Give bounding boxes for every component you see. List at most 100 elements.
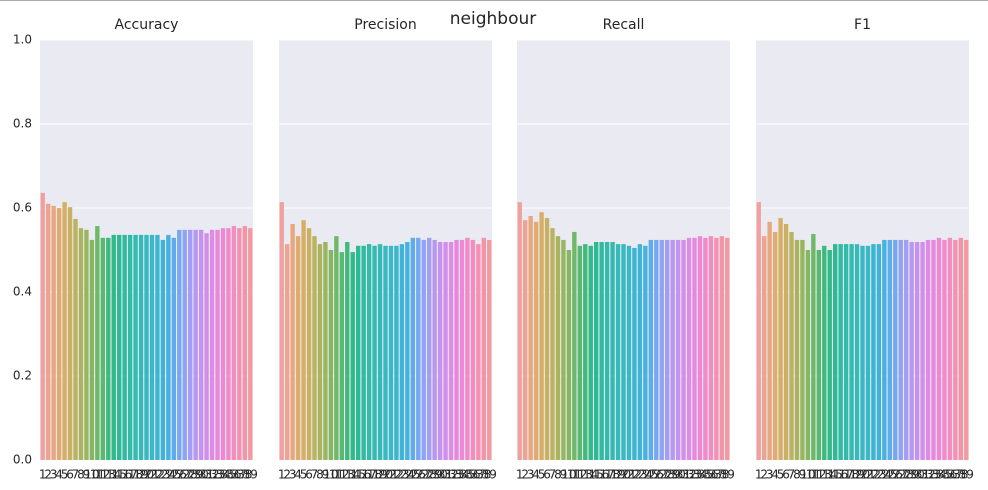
x-tick-label: 13: [578, 468, 593, 482]
x-tick-label: 8: [793, 468, 801, 482]
bar: [533, 221, 539, 460]
bar: [958, 237, 963, 460]
bar: [577, 245, 582, 460]
x-tick-label: 19: [849, 468, 864, 482]
bar: [100, 237, 105, 460]
y-tick-label: 0.6: [13, 201, 32, 215]
bar: [40, 192, 45, 460]
bar: [285, 244, 290, 460]
bar: [697, 236, 703, 460]
bar: [756, 202, 761, 460]
x-tick-label: 33: [449, 468, 464, 482]
bar: [822, 245, 827, 460]
bar: [465, 237, 470, 460]
y-tick-label: 1.0: [13, 33, 32, 47]
x-tick-label: 16: [356, 468, 371, 482]
x-tick-label: 17: [838, 468, 853, 482]
bar: [366, 244, 372, 460]
x-tick-label: 9: [322, 468, 330, 482]
x-tick-label: 37: [471, 468, 486, 482]
bar: [209, 229, 215, 460]
x-tick-label: 29: [427, 468, 442, 482]
x-tick-label: 23: [155, 468, 170, 482]
x-tick-label: 7: [549, 468, 557, 482]
bar: [476, 244, 481, 460]
bar: [654, 239, 659, 460]
bar: [78, 228, 84, 460]
x-tick-label: 10: [561, 468, 576, 482]
bar: [794, 239, 800, 460]
x-tick-label: 35: [698, 468, 713, 482]
bar: [383, 245, 388, 460]
x-tick-label: 24: [877, 468, 892, 482]
x-tick-label: 23: [632, 468, 647, 482]
x-tick-label: 37: [709, 468, 724, 482]
x-tick-label: 20: [139, 468, 154, 482]
x-tick-label: 16: [833, 468, 848, 482]
bar: [610, 242, 615, 460]
subplot-title: Precision: [354, 17, 416, 33]
x-tick-label: 32: [204, 468, 219, 482]
bar: [517, 202, 522, 460]
x-tick-label: 26: [888, 468, 903, 482]
x-tick-label: 28: [183, 468, 198, 482]
bar: [198, 229, 204, 460]
bar: [555, 236, 561, 460]
x-tick-label: 5: [777, 468, 785, 482]
bar: [762, 236, 767, 460]
bar: [166, 234, 171, 460]
bar: [388, 245, 394, 460]
x-tick-label: 26: [411, 468, 426, 482]
bar: [177, 229, 182, 460]
bar: [237, 228, 242, 460]
x-tick-label: 37: [948, 468, 963, 482]
x-tick-label: 28: [660, 468, 675, 482]
x-tick-label: 33: [687, 468, 702, 482]
bar: [443, 242, 448, 460]
bar: [421, 239, 426, 460]
x-tick-label: 7: [311, 468, 319, 482]
bar: [854, 244, 860, 460]
bar: [621, 244, 626, 460]
bar: [182, 229, 187, 460]
bar: [448, 242, 454, 460]
bar: [550, 228, 555, 460]
bar: [708, 236, 714, 460]
bar: [811, 234, 816, 460]
bar: [117, 234, 122, 460]
x-tick-label: 8: [316, 468, 324, 482]
x-tick-label: 5: [61, 468, 69, 482]
bar: [566, 250, 572, 460]
x-tick-label: 3: [289, 468, 297, 482]
x-tick-label: 10: [84, 468, 99, 482]
bar: [56, 208, 62, 460]
x-tick-label: 12: [334, 468, 349, 482]
bar: [904, 239, 909, 460]
x-tick-label: 34: [931, 468, 946, 482]
x-tick-label: 7: [72, 468, 80, 482]
bar: [405, 242, 410, 460]
x-tick-label: 20: [855, 468, 870, 482]
bar: [215, 229, 220, 460]
bar: [778, 218, 783, 460]
bar: [334, 236, 339, 460]
bar: [789, 231, 794, 460]
bar: [290, 223, 295, 460]
x-tick-label: 26: [649, 468, 664, 482]
x-tick-label: 10: [323, 468, 338, 482]
x-tick-label: 28: [899, 468, 914, 482]
x-tick-label: 26: [172, 468, 187, 482]
bar: [528, 215, 533, 460]
bar: [459, 239, 465, 460]
bar: [138, 234, 144, 460]
bar: [248, 228, 253, 460]
bar: [860, 245, 865, 460]
bar: [62, 202, 67, 460]
x-tick-label: 22: [627, 468, 642, 482]
bar: [544, 218, 550, 460]
x-tick-label: 36: [703, 468, 718, 482]
x-tick-label: 23: [394, 468, 409, 482]
x-tick-label: 34: [692, 468, 707, 482]
x-tick-label: 25: [166, 468, 181, 482]
